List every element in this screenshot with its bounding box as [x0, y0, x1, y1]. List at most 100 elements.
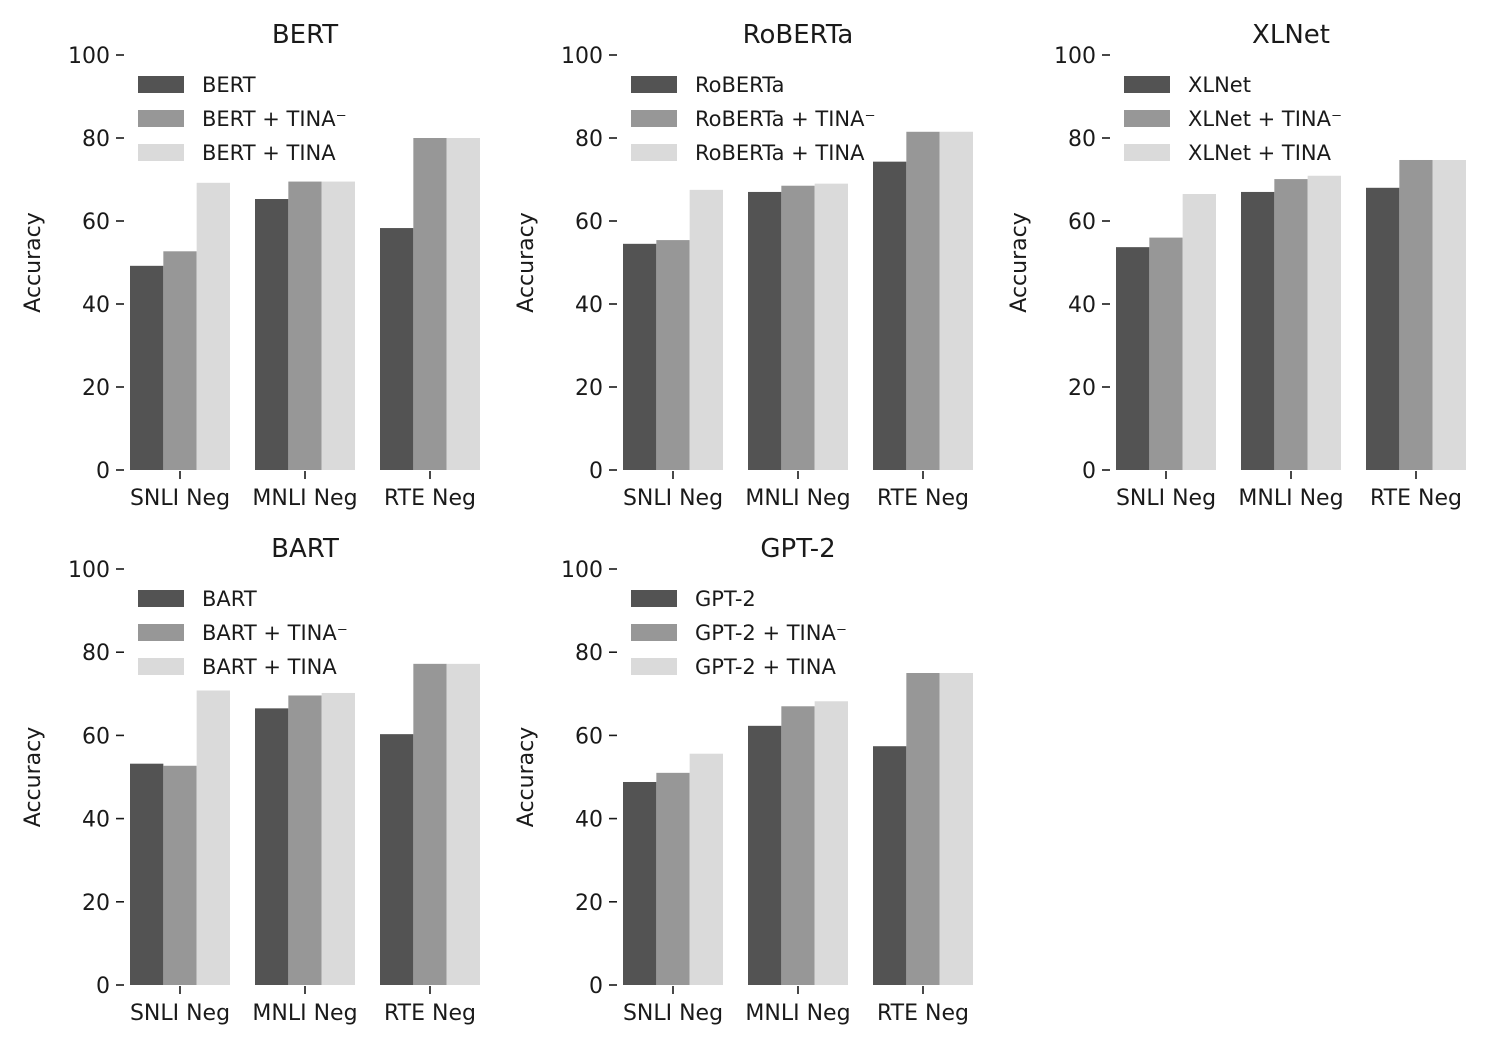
x-tick-label: SNLI Neg	[623, 1001, 723, 1026]
y-tick-label: 0	[589, 974, 603, 999]
legend-label: GPT-2 + TINA⁻	[695, 621, 847, 645]
bar-bert-snli-neg	[130, 265, 164, 470]
chart-panel-gpt-2: GPT-2 Accuracy 0 20 40 60 80 100 SNLI Neg MNLI Ne…	[514, 534, 973, 1026]
y-tick-label: 80	[1068, 127, 1096, 152]
x-tick-label: RTE Neg	[1370, 486, 1462, 511]
x-tick-label: RTE Neg	[384, 1001, 476, 1026]
x-tick-label: SNLI Neg	[130, 486, 230, 511]
y-tick-label: 100	[1054, 44, 1096, 69]
x-tick-label: SNLI Neg	[1116, 486, 1216, 511]
chart-panel-xlnet: XLNet Accuracy 0 20 40 60 80 100 SNLI Neg MNLI Ne…	[1007, 20, 1466, 511]
legend-swatch	[631, 590, 677, 607]
legend-swatch	[138, 110, 184, 127]
bar-gpt-2-tina-snli-neg	[689, 753, 723, 985]
bar-bart-snli-neg	[130, 763, 164, 985]
bar-gpt-2-rte-neg	[873, 746, 907, 985]
bar-roberta-tina-snli-neg	[689, 189, 723, 470]
y-tick-label: 20	[575, 891, 603, 916]
x-tick-label: RTE Neg	[877, 486, 969, 511]
bar-bert-mnli-neg	[255, 199, 289, 470]
y-tick-label: 60	[575, 724, 603, 749]
legend-label: XLNet	[1188, 73, 1251, 97]
bar-roberta-snli-neg	[623, 243, 657, 470]
bar-roberta-rte-neg	[873, 161, 907, 470]
y-tick-label: 20	[82, 891, 110, 916]
bar-xlnet-rte-neg	[1366, 187, 1400, 471]
chart-title: BART	[271, 534, 339, 564]
bar-xlnet-mnli-neg	[1241, 191, 1275, 470]
y-tick-label: 0	[589, 459, 603, 484]
bar-xlnet-snli-neg	[1116, 247, 1150, 470]
bar-bart-tina-snli-neg	[163, 765, 197, 985]
x-tick-label: SNLI Neg	[130, 1001, 230, 1026]
bar-xlnet-tina-snli-neg	[1182, 194, 1216, 470]
legend-swatch	[631, 110, 677, 127]
y-tick-label: 80	[575, 127, 603, 152]
bar-xlnet-tina-rte-neg	[1399, 159, 1433, 470]
legend-label: RoBERTa + TINA⁻	[695, 107, 876, 131]
bar-roberta-tina-snli-neg	[656, 240, 690, 470]
legend-swatch	[631, 624, 677, 641]
chart-panel-bart: BART Accuracy 0 20 40 60 80 100 SNLI Neg MNLI Neg…	[21, 534, 480, 1026]
bar-roberta-mnli-neg	[748, 191, 782, 470]
bar-gpt-2-tina-snli-neg	[656, 772, 690, 985]
y-tick-label: 0	[96, 974, 110, 999]
y-tick-label: 100	[561, 44, 603, 69]
legend-label: BERT + TINA⁻	[202, 107, 347, 131]
bar-xlnet-tina-mnli-neg	[1274, 179, 1308, 470]
chart-title: RoBERTa	[743, 20, 854, 50]
x-tick-label: RTE Neg	[384, 486, 476, 511]
legend-swatch	[631, 144, 677, 161]
bar-gpt-2-snli-neg	[623, 781, 657, 985]
legend-swatch	[631, 658, 677, 675]
legend-label: XLNet + TINA⁻	[1188, 107, 1342, 131]
y-tick-label: 0	[1082, 459, 1096, 484]
chart-title: GPT-2	[760, 534, 835, 564]
bar-roberta-tina-mnli-neg	[814, 183, 848, 470]
bar-bert-tina-mnli-neg	[321, 181, 355, 470]
y-tick-label: 0	[96, 459, 110, 484]
y-tick-label: 40	[1068, 293, 1096, 318]
legend-swatch	[138, 590, 184, 607]
bar-bert-rte-neg	[380, 228, 414, 470]
y-tick-label: 40	[82, 808, 110, 833]
chart-panel-bert: BERT Accuracy 0 20 40 60 80 100 SNLI Neg MNLI Neg…	[21, 20, 480, 511]
chart-panel-roberta: RoBERTa Accuracy 0 20 40 60 80 100 SNLI Neg MNLI …	[514, 20, 973, 511]
x-tick-label: SNLI Neg	[623, 486, 723, 511]
bar-gpt-2-tina-rte-neg	[939, 673, 973, 985]
legend-label: XLNet + TINA	[1188, 141, 1332, 165]
x-tick-label: MNLI Neg	[745, 1001, 850, 1026]
bar-bart-tina-rte-neg	[413, 663, 447, 985]
x-tick-label: MNLI Neg	[745, 486, 850, 511]
y-axis-label: Accuracy	[1007, 212, 1032, 312]
legend-label: RoBERTa + TINA	[695, 141, 865, 165]
y-tick-label: 60	[82, 210, 110, 235]
legend-swatch	[138, 144, 184, 161]
y-tick-label: 100	[561, 558, 603, 583]
bar-bert-tina-mnli-neg	[288, 181, 322, 470]
bar-gpt-2-tina-mnli-neg	[781, 706, 815, 985]
bar-gpt-2-mnli-neg	[748, 725, 782, 985]
x-tick-label: MNLI Neg	[1238, 486, 1343, 511]
legend-label: GPT-2 + TINA	[695, 655, 836, 679]
bar-bert-tina-snli-neg	[196, 182, 230, 470]
y-tick-label: 40	[82, 293, 110, 318]
legend-label: BART + TINA⁻	[202, 621, 348, 645]
bar-xlnet-tina-mnli-neg	[1307, 175, 1341, 470]
bar-roberta-tina-rte-neg	[906, 131, 940, 470]
legend-swatch	[1124, 76, 1170, 93]
y-axis-label: Accuracy	[514, 727, 539, 827]
y-tick-label: 40	[575, 293, 603, 318]
bar-bert-tina-snli-neg	[163, 251, 197, 470]
chart-title: XLNet	[1252, 20, 1330, 50]
y-tick-label: 80	[575, 641, 603, 666]
y-tick-label: 80	[82, 641, 110, 666]
x-tick-label: RTE Neg	[877, 1001, 969, 1026]
y-tick-label: 20	[82, 376, 110, 401]
legend-label: RoBERTa	[695, 73, 784, 97]
bar-bert-tina-rte-neg	[446, 138, 480, 470]
y-tick-label: 80	[82, 127, 110, 152]
y-tick-label: 100	[68, 558, 110, 583]
y-tick-label: 60	[82, 724, 110, 749]
